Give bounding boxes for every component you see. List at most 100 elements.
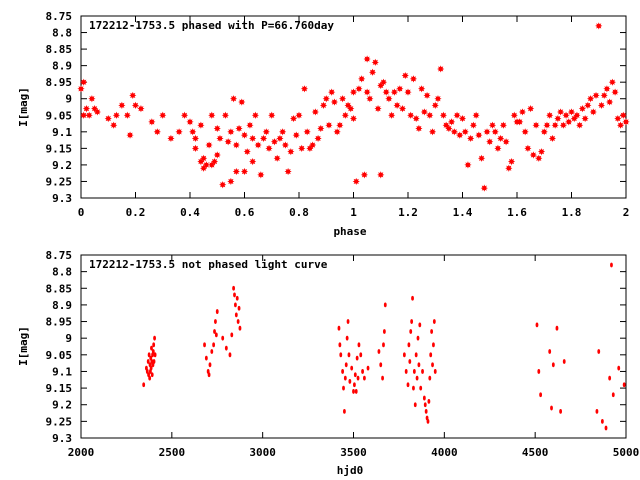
phased-y-tick-label: 8.75 [46, 10, 73, 23]
unphased-data-point [409, 329, 413, 334]
unphased-data-point [412, 369, 416, 374]
unphased-markers [142, 262, 626, 431]
phased-y-tick-label: 9.25 [46, 175, 73, 188]
phased-data-point [289, 114, 298, 123]
phased-data-point [213, 124, 221, 133]
unphased-data-point [352, 389, 355, 394]
unphased-data-point [417, 362, 421, 368]
phased-data-point [232, 141, 240, 149]
phased-data-point [393, 101, 401, 109]
phased-data-point [467, 134, 475, 143]
phased-y-tick-label: 8.85 [46, 43, 73, 56]
unphased-data-point [418, 322, 422, 328]
phased-data-point [382, 88, 390, 96]
phased-data-point [368, 68, 377, 76]
phased-data-point [461, 128, 469, 136]
phased-data-point [341, 111, 349, 119]
phased-data-point [110, 121, 118, 129]
phased-data-point [600, 91, 608, 100]
phased-data-point [453, 111, 461, 119]
unphased-data-point [611, 392, 615, 398]
unphased-data-point [153, 352, 157, 358]
unphased-data-point [338, 342, 342, 348]
phased-data-point [445, 124, 453, 133]
unphased-data-point [232, 285, 236, 291]
unphased-data-point [597, 349, 601, 354]
phased-data-point [412, 114, 420, 123]
phased-data-point [167, 134, 175, 143]
phased-x-tick-label: 1.8 [562, 206, 582, 219]
unphased-data-point [347, 352, 351, 358]
phased-data-point [265, 144, 273, 152]
phased-data-point [595, 22, 603, 30]
phased-data-point [439, 111, 448, 119]
phased-data-point [200, 154, 208, 162]
phased-data-point [328, 88, 336, 96]
phased-data-point [210, 158, 219, 166]
phased-data-point [537, 148, 546, 156]
phased-data-point [349, 88, 358, 96]
unphased-data-point [149, 365, 153, 371]
unphased-data-point [150, 345, 153, 351]
phased-data-point [262, 128, 270, 136]
phased-data-point [619, 111, 627, 119]
phased-data-point [377, 171, 385, 179]
unphased-x-tick-label: 3000 [249, 446, 276, 459]
phased-data-point [518, 108, 527, 116]
phased-data-point [325, 121, 333, 129]
phased-data-point [497, 134, 505, 143]
phased-data-point [191, 134, 200, 143]
unphased-y-axis-label: I[mag] [17, 326, 30, 366]
phased-data-point [347, 105, 355, 113]
phased-data-point [611, 88, 619, 96]
phased-data-point [360, 171, 368, 179]
unphased-data-point [537, 369, 541, 374]
phased-data-point [527, 105, 535, 113]
unphased-data-point [416, 335, 420, 341]
unphased-data-point [238, 325, 242, 331]
unphased-data-point [431, 362, 434, 368]
unphased-y-tick-label: 8.75 [46, 249, 73, 262]
phased-data-point [475, 131, 483, 139]
phased-data-point [551, 121, 559, 129]
unphased-data-point [234, 312, 238, 318]
unphased-data-point [600, 418, 604, 424]
phased-plot: 8.75 8.8 8.85 8.9 8.95 9 9.05 9.1 9.15 9.2 9.25 9.3… [17, 10, 630, 238]
phased-data-point [404, 88, 412, 96]
unphased-x-tick-label: 3500 [340, 446, 367, 459]
phased-data-point [507, 158, 516, 166]
phased-y-tick-label: 9.05 [46, 109, 73, 122]
phased-data-point [488, 121, 497, 129]
phased-data-point [205, 141, 213, 149]
phased-x-axis-label: phase [333, 225, 366, 238]
unphased-data-point [234, 302, 237, 308]
phased-data-point [300, 85, 309, 93]
unphased-data-point [559, 408, 562, 414]
unphased-data-point [402, 352, 406, 358]
phased-data-point [502, 138, 510, 146]
phased-data-point [431, 101, 439, 109]
unphased-data-point [539, 392, 543, 398]
unphased-data-point [428, 375, 432, 381]
phased-x-tick-label: 0.6 [235, 206, 255, 219]
phased-data-point [268, 111, 276, 119]
unphased-data-point [404, 369, 408, 374]
unphased-data-point [208, 362, 212, 368]
phased-data-point [221, 111, 230, 119]
phased-plot-title: 172212-1753.5 phased with P=66.760day [89, 19, 334, 32]
phased-data-point [363, 55, 371, 63]
unphased-data-point [337, 325, 341, 331]
unphased-y-tick-label: 9.15 [46, 382, 73, 395]
unphased-data-point [215, 309, 219, 314]
phased-data-point [219, 181, 227, 189]
unphased-data-point [214, 332, 218, 338]
phased-data-point [437, 65, 445, 73]
unphased-plot-title: 172212-1753.5 not phased light curve [89, 258, 328, 271]
phased-data-point [491, 128, 499, 136]
phased-y-axis-label: I[mag] [17, 87, 30, 127]
phased-data-point [559, 121, 567, 129]
unphased-data-point [415, 375, 419, 381]
unphased-data-point [353, 372, 357, 378]
phased-data-point [586, 95, 595, 103]
unphased-data-point [357, 342, 361, 348]
